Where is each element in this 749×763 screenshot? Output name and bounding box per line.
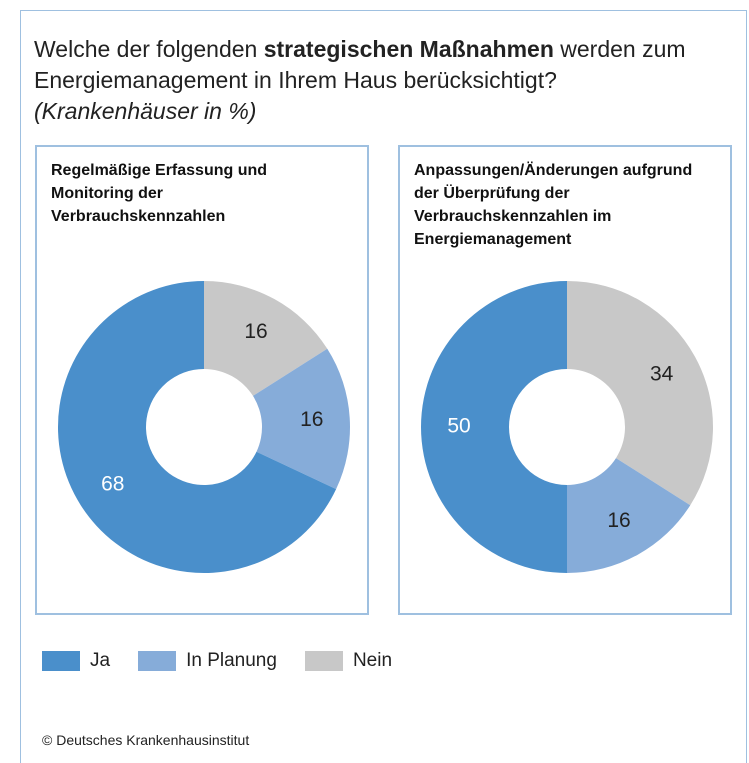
donut-segment bbox=[252, 348, 350, 490]
title: Welche der folgenden strategischen Maßna… bbox=[34, 34, 734, 127]
donut-segment bbox=[567, 281, 713, 506]
legend-label: Nein bbox=[352, 650, 393, 671]
data-label: 16 bbox=[244, 320, 267, 343]
legend-swatch bbox=[42, 651, 80, 671]
chart-panel: Anpassungen/Änderungen aufgrund der Über… bbox=[398, 145, 732, 615]
chart-title: Anpassungen/Änderungen aufgrund der Über… bbox=[414, 162, 693, 248]
data-label: 50 bbox=[447, 415, 470, 438]
donut-chart: 16 16 68 bbox=[57, 281, 350, 573]
donut-segment bbox=[567, 458, 691, 573]
chart-panel: Regelmäßige Erfassung und Monitoring der… bbox=[35, 145, 369, 615]
legend-swatch bbox=[304, 651, 343, 671]
title-part: werden zum Energiemanagement in Ihrem Ha… bbox=[34, 36, 686, 93]
legend-label: In Planung bbox=[186, 650, 277, 671]
donut-chart: 34 16 50 bbox=[421, 281, 713, 573]
title-part: strategischen Maßnahmen bbox=[263, 36, 554, 62]
chart-title: Regelmäßige Erfassung und Monitoring der… bbox=[51, 162, 268, 225]
data-label: 68 bbox=[101, 472, 124, 495]
legend: Ja In Planung Nein bbox=[42, 650, 420, 672]
legend-item: In Planung bbox=[138, 650, 277, 672]
legend-label: Ja bbox=[90, 650, 111, 671]
donut-segment bbox=[57, 281, 337, 573]
legend-swatch bbox=[138, 651, 177, 671]
donut-segment bbox=[204, 281, 328, 396]
donut-segment bbox=[421, 281, 567, 573]
legend-item: Nein bbox=[304, 650, 393, 672]
title-part: Welche der folgenden bbox=[34, 36, 258, 62]
data-label: 34 bbox=[650, 363, 674, 386]
data-label: 16 bbox=[607, 509, 630, 532]
subtitle: (Krankenhäuser in %) bbox=[34, 98, 257, 124]
source: © Deutsches Krankenhausinstitut bbox=[42, 732, 250, 748]
legend-item: Ja bbox=[42, 650, 110, 672]
frame bbox=[20, 10, 747, 763]
data-label: 16 bbox=[300, 408, 323, 431]
